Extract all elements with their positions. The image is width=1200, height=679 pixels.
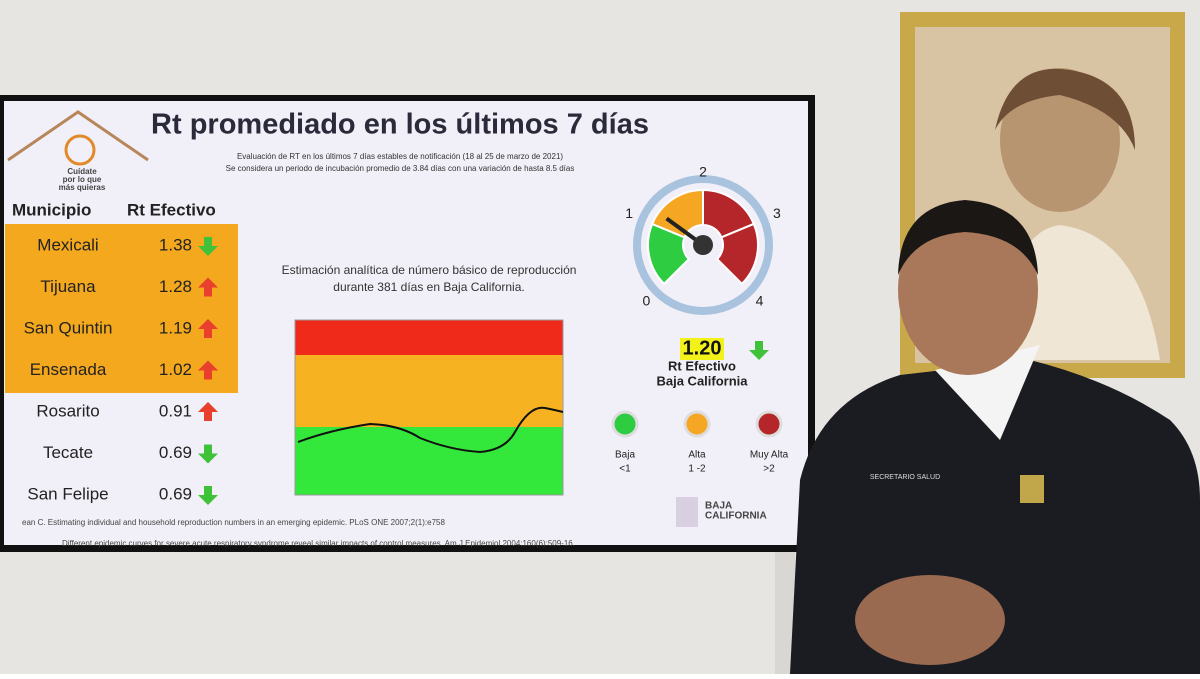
gauge-label: 3 [773,205,781,221]
gauge-hub [693,235,713,255]
legend-range: >2 [763,464,775,475]
band-red [295,320,563,355]
municipio: Tecate [43,443,93,462]
rt-value: 1.02 [159,360,192,379]
rt-value: 0.91 [159,401,192,420]
brand-icon [676,497,698,527]
rt-value: 1.19 [159,318,192,337]
brand-text: BAJA [705,501,732,512]
subtitle: Evaluación de RT en los últimos 7 días e… [237,152,563,161]
municipio: Tijuana [40,277,96,296]
rt-value: 1.28 [159,277,192,296]
subtitle: Se considera un periodo de incubación pr… [226,164,575,173]
jacket-logo [1020,475,1044,503]
person-hands [855,575,1005,665]
chart-caption: durante 381 días en Baja California. [333,280,524,294]
trend-arrow [198,444,218,464]
rt-bc-label: Rt Efectivo [668,358,736,373]
municipio: San Felipe [27,484,108,503]
trend-arrow [198,277,218,297]
logo-text: más quieras [59,183,106,192]
mini-chart-frame [294,319,564,496]
band-green [295,427,563,495]
person-hair [898,200,1038,275]
rt-bc-value: 1.20 [683,337,722,359]
table-header: Rt Efectivo [127,200,216,219]
gauge-segment [702,188,756,239]
legend-range: <1 [619,464,631,475]
legend-name: Baja [615,450,635,461]
slide-content: Rt promediado en los últimos 7 días Evalu… [5,109,789,548]
gauge-label: 2 [699,164,707,180]
chart-caption: Estimación analítica de número básico de… [282,263,577,277]
trend-arrow [198,360,218,380]
logo-text: por lo que [63,175,102,184]
table-header: Municipio [12,200,91,219]
rt-value: 1.38 [159,235,192,254]
legend-name: Muy Alta [750,450,789,461]
municipio: Rosarito [36,401,99,420]
trend-arrow [198,319,218,338]
value-highlight [680,338,724,360]
wall-edge [775,540,795,674]
trend-arrow [198,486,218,505]
gauge-segment [647,222,691,286]
rt-value: 0.69 [159,484,192,503]
trend-arrow [198,402,218,421]
legend-dot [683,410,711,438]
table-highlight [5,224,238,393]
portrait-hair [995,68,1135,150]
trend-arrow [198,237,218,256]
gauge: 0 1 2 3 4 [625,164,781,309]
legend-dot [755,410,783,438]
footnote: Different epidemic curves for severe acu… [62,539,575,548]
municipio: Mexicali [37,235,98,254]
municipio: San Quintin [24,318,113,337]
rt-bc-label: Baja California [656,373,748,388]
legend-dot [611,410,639,438]
gauge-segment [650,188,704,239]
municipio: Ensenada [30,360,107,379]
band-orange [295,355,563,427]
legend-range: 1 -2 [688,464,706,475]
logo-roof [7,110,149,162]
mini-chart-curve [297,406,564,454]
legend-name: Alta [688,450,706,461]
logo-text: Cuídate [67,167,97,176]
gauge-label: 0 [643,292,651,308]
logo-heart [64,134,96,166]
badge-text: SECRETARIO SALUD [870,474,940,481]
gauge-label: 4 [756,292,764,308]
brand-text: CALIFORNIA [705,511,767,522]
gauge-label: 1 [625,205,633,221]
person-face [898,205,1038,375]
trend-arrow [749,341,769,360]
rt-value: 0.69 [159,443,192,462]
footnote: ean C. Estimating individual and househo… [22,518,445,527]
slide-title: Rt promediado en los últimos 7 días [151,109,649,141]
gauge-segment [715,222,759,286]
